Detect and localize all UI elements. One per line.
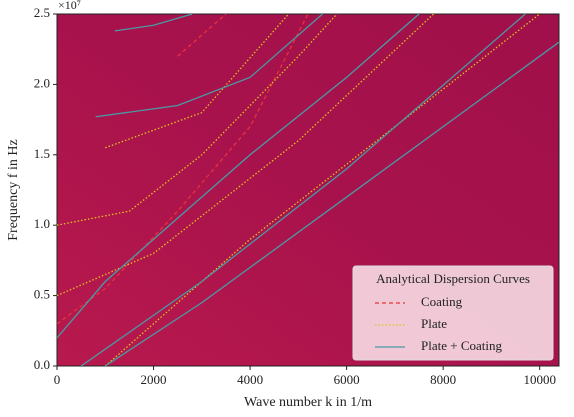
y-tick-label: 0.0 (34, 357, 50, 372)
x-tick-label: 0 (54, 372, 61, 387)
series-line (57, 14, 541, 366)
x-tick-label: 8000 (430, 372, 456, 387)
legend-title: Analytical Dispersion Curves (376, 271, 530, 286)
series-line (57, 14, 309, 325)
legend-box (352, 265, 554, 361)
y-tick-label: 2.5 (34, 5, 50, 20)
y-tick-label: 1.0 (34, 216, 50, 231)
y-offset-text: ×10⁷ (58, 0, 81, 12)
y-axis-label: Frequency f in Hz (6, 139, 21, 240)
legend-label: Coating (421, 294, 463, 309)
x-axis-label: Wave number k in 1/m (244, 395, 372, 410)
y-tick-label: 1.5 (34, 146, 50, 161)
x-tick-label: 6000 (334, 372, 360, 387)
x-tick-label: 10000 (523, 372, 556, 387)
x-tick-label: 4000 (237, 372, 263, 387)
y-tick-label: 2.0 (34, 75, 50, 90)
plot-frame (56, 13, 560, 367)
legend-label: Plate (421, 316, 447, 331)
series-line (57, 14, 559, 366)
x-tick-label: 2000 (141, 372, 167, 387)
y-tick-label: 0.5 (34, 287, 50, 302)
legend-label: Plate + Coating (421, 338, 502, 353)
